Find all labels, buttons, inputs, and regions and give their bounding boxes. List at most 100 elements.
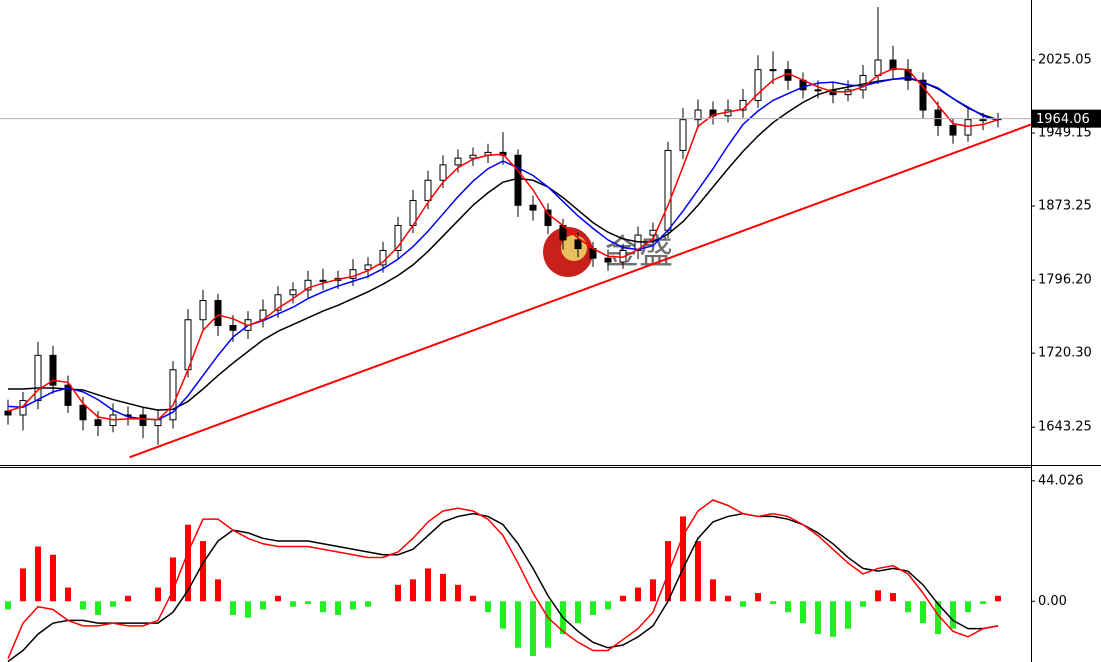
candle-body	[634, 234, 642, 251]
histogram-bar	[20, 568, 26, 602]
histogram-bar	[680, 516, 686, 602]
candle-body	[4, 410, 12, 416]
histogram-bar	[230, 601, 236, 615]
macd-pane	[5, 499, 1001, 662]
indicator-line	[7, 67, 999, 421]
histogram-bar	[455, 584, 461, 602]
candle-body	[439, 164, 447, 181]
histogram-bar	[65, 587, 71, 602]
histogram-bar	[410, 579, 416, 602]
histogram-bar	[605, 601, 611, 610]
indicator-line	[7, 76, 999, 421]
histogram-bar	[350, 601, 356, 610]
histogram-bar	[845, 601, 851, 629]
candle-body	[424, 179, 432, 201]
y-tick-label: 1796.20	[1038, 273, 1092, 288]
y-tick-label: 2025.05	[1038, 52, 1092, 67]
histogram-bar	[530, 601, 536, 656]
histogram-bar	[485, 601, 491, 613]
histogram-bar	[305, 601, 311, 604]
candle-body	[709, 109, 717, 117]
candle-body	[919, 79, 927, 111]
y-tick-label: 1949.15	[1038, 125, 1092, 140]
histogram-bar	[185, 524, 191, 602]
histogram-bar	[470, 595, 476, 602]
y-tick-label: 0.00	[1038, 594, 1067, 609]
candle-body	[769, 69, 777, 72]
histogram-bar	[935, 601, 941, 635]
candle-body	[979, 119, 987, 122]
histogram-bar	[755, 593, 761, 602]
histogram-bar	[110, 601, 116, 607]
candle-body	[454, 157, 462, 166]
histogram-bar	[890, 593, 896, 602]
trendline	[129, 123, 1031, 459]
y-tick-label: 1643.25	[1038, 420, 1092, 435]
candle-body	[889, 59, 897, 71]
histogram-bar	[365, 601, 371, 607]
candle-body	[304, 279, 312, 291]
candle-body	[604, 257, 612, 263]
candle-body	[94, 419, 102, 427]
histogram-bar	[785, 601, 791, 613]
histogram-bar	[950, 601, 956, 629]
candle-body	[214, 300, 222, 327]
histogram-bar	[650, 579, 656, 602]
histogram-bar	[725, 595, 731, 602]
candle-body	[364, 264, 372, 271]
candle-body	[319, 279, 327, 282]
candle-body	[169, 369, 177, 421]
candle-body	[859, 74, 867, 91]
histogram-bar	[860, 601, 866, 607]
histogram-bar	[170, 557, 176, 602]
histogram-bar	[215, 579, 221, 602]
histogram-bar	[50, 554, 56, 602]
candle-body	[964, 119, 972, 136]
candle-body	[229, 325, 237, 331]
histogram-bar	[245, 601, 251, 618]
candle-body	[754, 69, 762, 101]
histogram-bar	[995, 595, 1001, 602]
histogram-bar	[275, 595, 281, 602]
histogram-bar	[125, 595, 131, 602]
histogram-bar	[440, 573, 446, 602]
candle-body	[379, 249, 387, 266]
candle-body	[139, 414, 147, 427]
candle-body	[199, 300, 207, 321]
histogram-bar	[35, 546, 41, 602]
candle-body	[34, 354, 42, 402]
histogram-bar	[500, 601, 506, 629]
histogram-bar	[980, 601, 986, 604]
candle-body	[934, 109, 942, 126]
histogram-bar	[815, 601, 821, 635]
candle-body	[154, 419, 162, 427]
histogram-bar	[920, 601, 926, 624]
histogram-bar	[545, 601, 551, 648]
histogram-bar	[710, 579, 716, 602]
histogram-bar	[290, 601, 296, 607]
candle-body	[574, 239, 582, 250]
y-tick-label: 1720.30	[1038, 346, 1092, 361]
histogram-bar	[80, 601, 86, 610]
histogram-bar	[395, 584, 401, 602]
histogram-bar	[320, 601, 326, 613]
histogram-bar	[260, 601, 266, 610]
histogram-bar	[965, 601, 971, 613]
candle-body	[289, 289, 297, 296]
histogram-bar	[155, 587, 161, 602]
candle-body	[679, 119, 687, 151]
histogram-bar	[875, 590, 881, 602]
candle-body	[514, 154, 522, 206]
histogram-bar	[695, 541, 701, 602]
histogram-bar	[635, 587, 641, 602]
candle-body	[274, 294, 282, 311]
candle-body	[79, 404, 87, 421]
last-price-box	[1032, 109, 1101, 128]
histogram-bar	[830, 601, 836, 637]
candle-body	[874, 59, 882, 76]
indicator-line	[7, 499, 999, 660]
y-tick-label: 1873.25	[1038, 198, 1092, 213]
candle-body	[814, 89, 822, 92]
indicator-line	[8, 77, 999, 411]
